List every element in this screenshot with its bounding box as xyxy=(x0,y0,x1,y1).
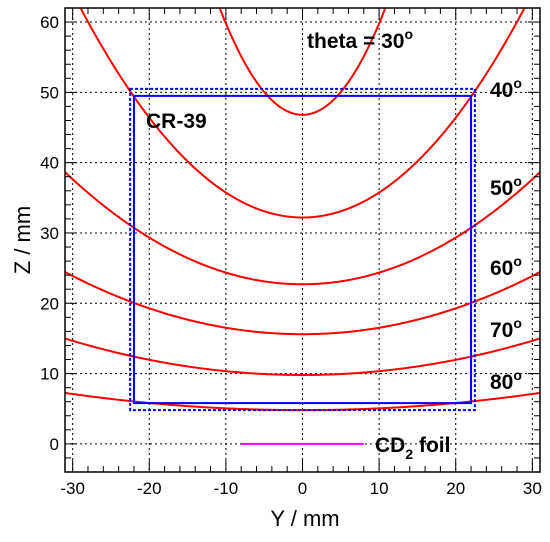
theta-30-curve xyxy=(218,8,387,116)
y-axis-title: Z / mm xyxy=(10,206,35,274)
cr39-detector xyxy=(129,87,476,412)
x-tick-label: -30 xyxy=(60,479,85,498)
x-tick-label: -10 xyxy=(214,479,239,498)
y-tick-label: 0 xyxy=(50,435,59,454)
theta-40-label: 40o xyxy=(490,75,522,102)
theta-60-curve xyxy=(65,271,540,336)
y-tick-label: 50 xyxy=(40,83,59,102)
axis-ticks: -30 -20 -10 0 10 20 30 0 10 20 30 40 50 60 xyxy=(40,7,542,498)
y-tick-label: 20 xyxy=(40,294,59,313)
cr39-label: CR-39 xyxy=(146,110,207,133)
cr39-dotted-box xyxy=(129,87,476,412)
x-tick-label: 10 xyxy=(370,479,389,498)
x-axis-title: Y / mm xyxy=(270,506,339,531)
cr39-solid-box xyxy=(132,94,473,405)
y-tick-label: 10 xyxy=(40,365,59,384)
theta-50-label: 50o xyxy=(490,173,522,200)
theta-70-curve xyxy=(65,337,540,376)
y-tick-label: 60 xyxy=(40,13,59,32)
theta-80-curve xyxy=(65,391,540,412)
x-tick-label: -20 xyxy=(137,479,162,498)
theta-70-label: 70o xyxy=(490,315,522,342)
x-tick-label: 0 xyxy=(298,479,307,498)
y-tick-label: 30 xyxy=(40,224,59,243)
theta-30-label: theta = 30o xyxy=(307,26,413,53)
y-tick-label: 40 xyxy=(40,154,59,173)
foil-label: CD2 foil xyxy=(375,434,450,462)
x-tick-label: 30 xyxy=(523,479,542,498)
x-tick-label: 20 xyxy=(446,479,465,498)
annotations: theta = 30o 40o 50o 60o 70o 80o CR-39 CD2 foil xyxy=(146,26,522,462)
theta-50-curve xyxy=(65,171,540,286)
theta-80-label: 80o xyxy=(490,367,522,394)
theta-60-label: 60o xyxy=(490,253,522,280)
theta-40-curve xyxy=(79,8,526,219)
